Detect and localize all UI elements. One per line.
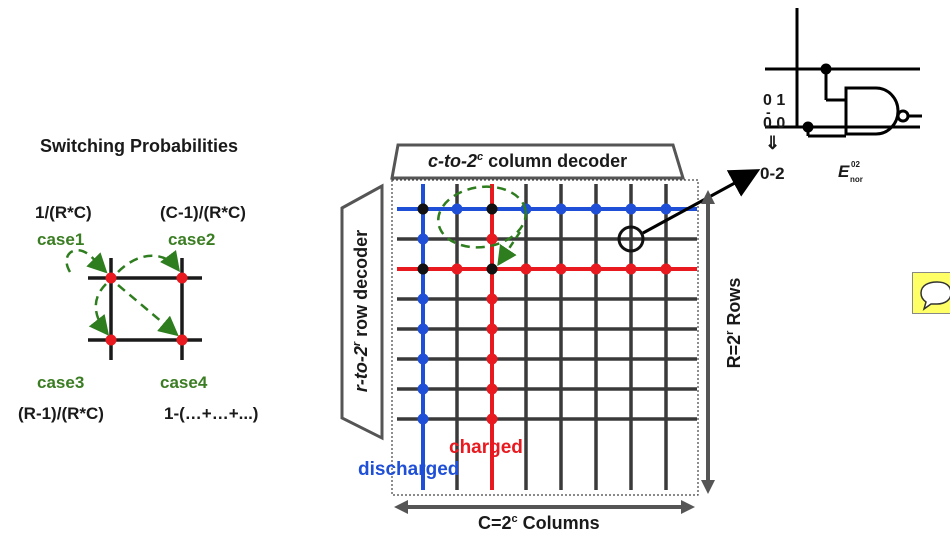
nor-gate-detail (765, 8, 922, 138)
gate-input-line1: 0 1 (763, 92, 786, 109)
gate-dash: - (766, 104, 771, 120)
discharged-label: discharged (358, 459, 460, 480)
speech-bubble-icon (920, 281, 950, 311)
charged-label: charged (449, 437, 523, 458)
prob-case4-label: 1-(…+…+...) (164, 404, 259, 423)
prob-case2-label: (C-1)/(R*C) (160, 203, 246, 222)
case4-label: case4 (160, 373, 208, 392)
gate-transition-label: 0-2 (760, 164, 785, 183)
switching-probabilities-title: Switching Probabilities (40, 136, 239, 156)
energy-subscript: nor (850, 175, 863, 184)
comment-note-icon[interactable] (912, 272, 950, 314)
case1-label: case1 (37, 230, 85, 249)
callout-arrow (642, 169, 761, 235)
array-boundary (391, 179, 699, 496)
switching-cell-diagram (65, 249, 202, 360)
column-decoder-label: c-to-2c column decoder (428, 151, 628, 171)
prob-case1-label: 1/(R*C) (35, 203, 92, 222)
down-arrow-icon: ⇓ (765, 133, 781, 153)
column-decoder-box (390, 143, 686, 180)
gate-input-line2: 0 0 (763, 115, 786, 132)
row-decoder-box (340, 183, 384, 441)
rows-dimension-arrow (701, 190, 715, 494)
energy-label: E (838, 162, 850, 181)
row-decoder-label: r-to-2r row decoder (351, 229, 371, 393)
case3-label: case3 (37, 373, 85, 392)
case2-label: case2 (168, 230, 216, 249)
columns-label: C=2c Columns (478, 513, 600, 533)
rows-label: R=2r Rows (724, 277, 744, 369)
columns-dimension-arrow (394, 500, 695, 514)
prob-case3-label: (R-1)/(R*C) (18, 404, 104, 423)
energy-superscript: 02 (851, 160, 860, 169)
memory-array-grid (397, 184, 697, 490)
